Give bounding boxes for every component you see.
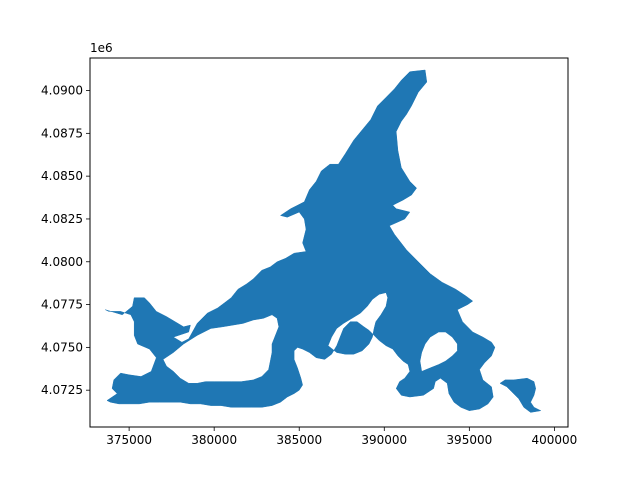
- axes-frame: [89, 57, 569, 428]
- x-tick-label: 400000: [531, 433, 577, 447]
- y-tick-label: 4.0750: [41, 340, 83, 354]
- y-tick-label: 4.0825: [41, 212, 83, 226]
- y-axis: 4.0725 4.0750 4.0775 4.0800 4.0825 4.0850 4.08…: [41, 84, 90, 397]
- y-tick-label: 4.0725: [41, 383, 83, 397]
- y-tick-label: 4.0850: [41, 169, 83, 183]
- y-tick-label: 4.0775: [41, 298, 83, 312]
- x-tick-label: 390000: [361, 433, 407, 447]
- y-tick-label: 4.0800: [41, 255, 83, 269]
- polygon-east-island: [499, 377, 542, 413]
- plot-area: [105, 69, 542, 413]
- x-tick-label: 380000: [191, 433, 237, 447]
- x-tick-label: 375000: [106, 433, 152, 447]
- x-tick-label: 385000: [276, 433, 322, 447]
- y-offset-label: 1e6: [90, 41, 113, 55]
- x-axis: 375000 380000 385000 390000 395000 400000: [106, 427, 577, 447]
- y-tick-label: 4.0875: [41, 126, 83, 140]
- polygon-main-polygon: [105, 69, 496, 411]
- x-tick-label: 395000: [446, 433, 492, 447]
- y-tick-label: 4.0900: [41, 84, 83, 98]
